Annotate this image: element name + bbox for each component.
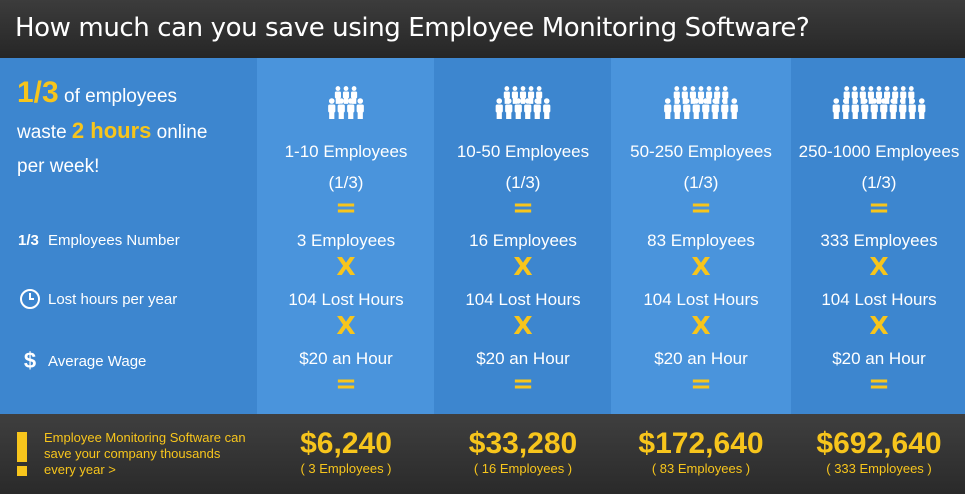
intro-statement: 1/3 of employees waste 2 hours online pe… bbox=[17, 76, 252, 184]
times-sign: X bbox=[336, 252, 356, 281]
people-icon bbox=[832, 86, 926, 119]
row-label-hours-text: Lost hours per year bbox=[48, 290, 178, 308]
group-fraction: (1/3) bbox=[328, 173, 364, 192]
group-fraction: (1/3) bbox=[683, 173, 719, 192]
savings-amount: $172,640 bbox=[638, 427, 764, 460]
wage-value: $20 an Hour bbox=[832, 349, 926, 368]
row-label-employees-text: Employees Number bbox=[48, 232, 180, 249]
equals-sign: = bbox=[868, 193, 890, 223]
column-bg-3 bbox=[611, 58, 791, 414]
clock-icon bbox=[18, 288, 42, 310]
row-fraction: 1/3 bbox=[18, 232, 39, 249]
intro-line3: per week! bbox=[17, 156, 100, 177]
hours-value: 104 Lost Hours bbox=[643, 290, 759, 309]
times-sign: X bbox=[336, 311, 356, 340]
times-sign: X bbox=[513, 252, 533, 281]
calculator-panel: 1/3 of employees waste 2 hours online pe… bbox=[0, 58, 965, 414]
intro-fraction: 1/3 bbox=[17, 76, 59, 109]
intro-line2a: waste bbox=[17, 122, 72, 143]
hours-value: 104 Lost Hours bbox=[465, 290, 581, 309]
equals-sign: = bbox=[335, 193, 357, 223]
column-bg-1 bbox=[257, 58, 434, 414]
group-label: 50-250 Employees bbox=[630, 142, 772, 161]
exclamation-icon bbox=[17, 432, 27, 476]
group-label: 1-10 Employees bbox=[284, 142, 408, 161]
footer-text[interactable]: Employee Monitoring Software can save yo… bbox=[44, 430, 246, 477]
savings-note: ( 16 Employees ) bbox=[473, 461, 573, 476]
equals-sign: = bbox=[690, 369, 712, 399]
header-bar: How much can you save using Employee Mon… bbox=[0, 0, 965, 58]
people-icon bbox=[664, 86, 738, 119]
row-label-wage: $ Average Wage bbox=[18, 348, 147, 374]
equals-sign: = bbox=[512, 369, 534, 399]
savings-note: ( 3 Employees ) bbox=[300, 461, 392, 476]
group-label: 10-50 Employees bbox=[456, 142, 590, 161]
people-icon bbox=[328, 86, 364, 119]
wage-value: $20 an Hour bbox=[654, 349, 748, 368]
intro-line1: of employees bbox=[58, 86, 178, 107]
savings-note: ( 333 Employees ) bbox=[826, 461, 932, 476]
savings-amount: $692,640 bbox=[816, 427, 942, 460]
row-label-hours: Lost hours per year bbox=[18, 288, 177, 310]
wage-value: $20 an Hour bbox=[299, 349, 393, 368]
row-label-wage-text: Average Wage bbox=[48, 352, 147, 370]
savings-amount: $6,240 bbox=[300, 427, 392, 460]
equals-sign: = bbox=[512, 193, 534, 223]
equals-sign: = bbox=[335, 369, 357, 399]
times-sign: X bbox=[869, 311, 889, 340]
footer-bar: Employee Monitoring Software can save yo… bbox=[0, 414, 965, 494]
group-fraction: (1/3) bbox=[505, 173, 541, 192]
page-title: How much can you save using Employee Mon… bbox=[15, 13, 810, 43]
employees-value: 333 Employees bbox=[820, 231, 938, 250]
employees-value: 83 Employees bbox=[647, 231, 755, 250]
hours-value: 104 Lost Hours bbox=[821, 290, 937, 309]
intro-hours: 2 hours bbox=[71, 118, 152, 143]
row-label-employees: 1/3 Employees Number bbox=[18, 232, 180, 249]
intro-line2b: online bbox=[151, 122, 208, 143]
hours-value: 104 Lost Hours bbox=[288, 290, 404, 309]
employees-value: 3 Employees bbox=[296, 231, 396, 250]
group-label: 250-1000 Employees bbox=[798, 142, 960, 161]
dollar-icon: $ bbox=[23, 348, 37, 373]
times-sign: X bbox=[691, 311, 711, 340]
group-fraction: (1/3) bbox=[861, 173, 897, 192]
people-icon bbox=[495, 86, 551, 119]
savings-amount: $33,280 bbox=[468, 427, 578, 460]
equals-sign: = bbox=[690, 193, 712, 223]
times-sign: X bbox=[869, 252, 889, 281]
savings-note: ( 83 Employees ) bbox=[651, 461, 751, 476]
employees-value: 16 Employees bbox=[469, 231, 577, 250]
wage-value: $20 an Hour bbox=[476, 349, 570, 368]
equals-sign: = bbox=[868, 369, 890, 399]
times-sign: X bbox=[513, 311, 533, 340]
times-sign: X bbox=[691, 252, 711, 281]
